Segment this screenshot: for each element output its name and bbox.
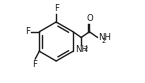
Text: F: F <box>25 27 30 36</box>
Text: 2: 2 <box>101 38 105 44</box>
Text: 2: 2 <box>83 46 87 52</box>
Text: NH: NH <box>75 45 88 54</box>
Text: NH: NH <box>98 33 111 42</box>
Text: F: F <box>32 60 37 69</box>
Text: O: O <box>86 14 93 23</box>
Text: F: F <box>54 4 59 13</box>
